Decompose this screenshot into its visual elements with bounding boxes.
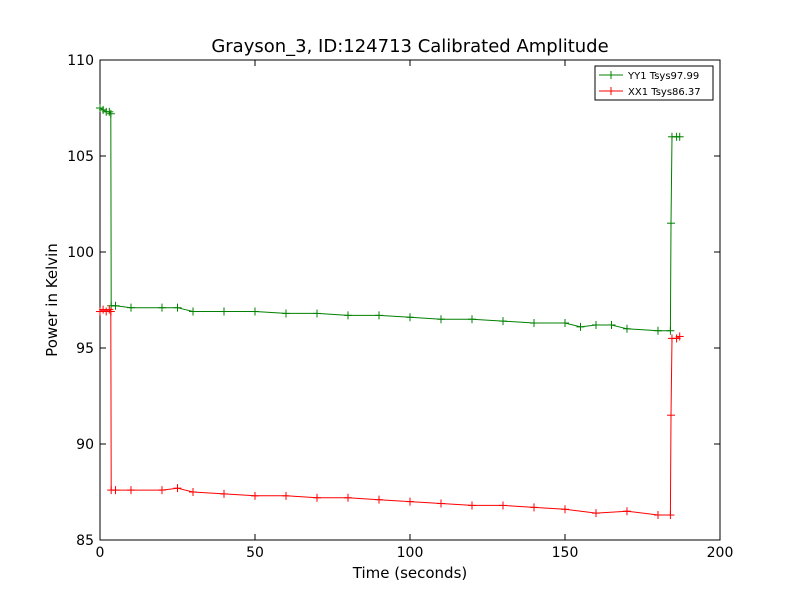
data-point	[437, 499, 445, 508]
y-tick-label: 95	[76, 341, 94, 357]
data-point	[623, 507, 631, 516]
data-point	[667, 219, 676, 228]
y-tick-label: 110	[67, 53, 94, 69]
data-point	[675, 132, 684, 141]
legend-box	[594, 65, 714, 101]
data-point	[468, 501, 476, 510]
data-point	[105, 107, 114, 116]
data-point	[666, 326, 675, 335]
data-point	[189, 307, 197, 316]
data-point	[282, 491, 290, 500]
data-point	[406, 313, 414, 322]
plot-area: 0 50 100 150 200 85 90 95 100 105 110	[67, 53, 733, 561]
data-point	[666, 511, 675, 520]
data-point	[106, 109, 115, 118]
data-point	[623, 324, 631, 333]
x-tick-label: 50	[246, 545, 264, 561]
data-point	[189, 488, 197, 496]
y-tick-label: 105	[67, 149, 94, 165]
data-point	[220, 307, 228, 316]
y-tick-label: 85	[76, 533, 94, 549]
data-point	[173, 484, 182, 493]
series-layer	[96, 104, 684, 520]
legend-entry: YY1 Tsys97.99	[599, 71, 699, 82]
data-point	[375, 311, 383, 320]
data-point	[561, 319, 569, 328]
data-point	[499, 317, 507, 326]
data-point	[127, 486, 135, 495]
data-point	[654, 326, 662, 335]
x-tick-label: 150	[552, 545, 579, 561]
x-tick-label: 100	[397, 545, 424, 561]
data-point	[313, 493, 321, 502]
data-point	[251, 307, 259, 316]
data-point	[106, 307, 115, 316]
data-point	[468, 315, 476, 324]
data-point	[576, 322, 585, 331]
data-point	[437, 315, 445, 324]
data-point	[251, 491, 259, 500]
data-point	[561, 505, 569, 514]
chart-title: Grayson_3, ID:124713 Calibrated Amplitud…	[211, 36, 608, 57]
data-point	[111, 301, 120, 310]
data-point	[592, 509, 600, 518]
x-tick-label: 200	[707, 545, 734, 561]
legend-label: YY1 Tsys97.99	[627, 71, 699, 82]
data-point	[530, 503, 538, 512]
data-point	[344, 493, 352, 502]
data-point	[158, 486, 166, 495]
legend: YY1 Tsys97.99 XX1 Tsys86.37	[594, 65, 714, 101]
data-point	[220, 489, 228, 498]
data-point	[344, 311, 352, 320]
legend-entry: XX1 Tsys86.37	[599, 87, 701, 98]
data-point	[499, 501, 507, 510]
data-point	[282, 309, 290, 318]
data-point	[105, 305, 114, 314]
data-point	[375, 495, 383, 504]
data-point	[607, 320, 616, 329]
data-point	[530, 319, 538, 328]
data-point	[313, 309, 321, 318]
data-point	[667, 411, 676, 420]
legend-label: XX1 Tsys86.37	[628, 87, 701, 98]
data-point	[111, 486, 120, 495]
data-point	[173, 303, 182, 312]
y-axis-title: Power in Kelvin	[43, 243, 61, 357]
plot-frame	[99, 59, 721, 541]
data-point	[675, 332, 684, 341]
data-point	[654, 511, 662, 520]
y-tick-label: 90	[76, 437, 94, 453]
x-axis-title: Time (seconds)	[352, 564, 468, 582]
x-tick-label: 0	[96, 545, 105, 561]
data-point	[592, 320, 600, 329]
data-point	[158, 303, 166, 312]
data-point	[127, 303, 135, 312]
data-point	[406, 497, 414, 506]
ticks-layer: 0 50 100 150 200 85 90 95 100 105 110	[67, 53, 733, 561]
y-tick-label: 100	[67, 245, 94, 261]
